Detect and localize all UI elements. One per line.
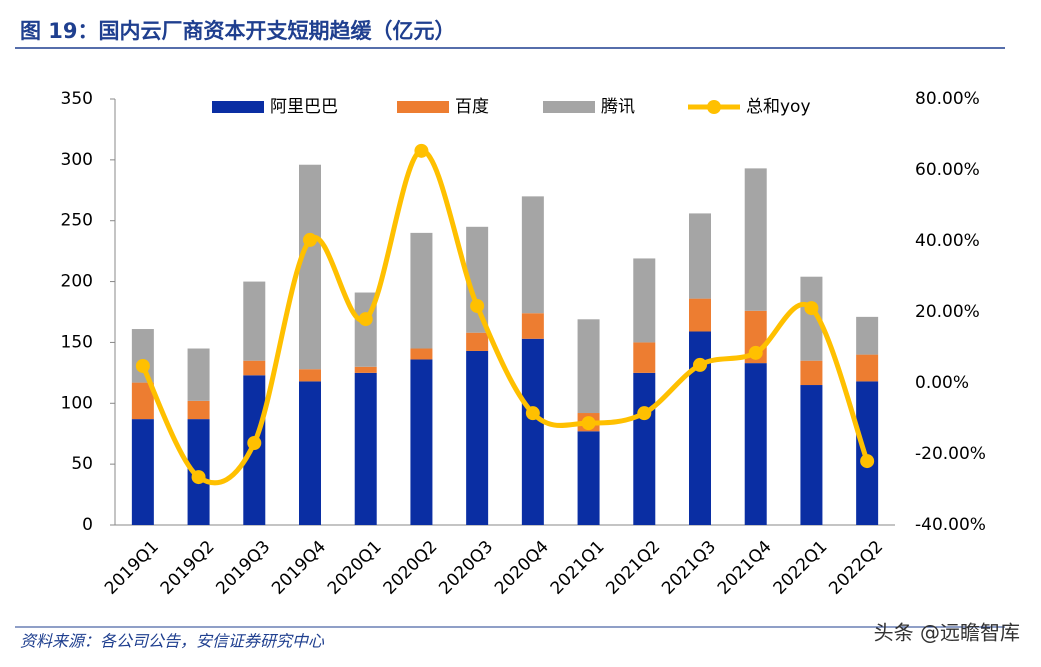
legend-swatch	[397, 101, 449, 113]
bar-segment	[800, 276, 823, 361]
bar-segment	[299, 164, 321, 370]
yoy-marker	[860, 454, 875, 469]
bar-segment	[131, 382, 154, 420]
source-note: 资料来源：各公司公告，安信证券研究中心	[20, 632, 325, 651]
bar-segment	[689, 213, 711, 299]
x-tick-label: 2020Q1	[324, 537, 386, 599]
bar-segment	[243, 360, 266, 376]
x-tick-label: 2019Q4	[268, 537, 330, 599]
x-tick-label: 2021Q2	[602, 537, 664, 599]
bar-segment	[633, 372, 656, 525]
x-tick-label: 2022Q1	[770, 537, 832, 599]
bar-segment	[689, 298, 711, 332]
yoy-marker	[525, 406, 540, 421]
y-tick-label: 0	[82, 515, 93, 535]
yoy-marker	[247, 435, 262, 450]
yoy-marker	[581, 416, 596, 431]
legend-label: 百度	[455, 97, 489, 117]
yoy-marker	[135, 358, 150, 373]
bar-segment	[689, 331, 711, 525]
legend-swatch	[543, 101, 595, 113]
bar-segment	[577, 431, 600, 525]
y-tick-label: 150	[61, 332, 93, 352]
yoy-marker	[693, 357, 707, 372]
chart-title: 图 19：国内云厂商资本开支短期趋缓（亿元）	[20, 19, 456, 43]
y2-tick-label: -40.00%	[915, 515, 986, 535]
bar-segment	[633, 258, 656, 343]
yoy-marker	[470, 298, 485, 313]
x-tick-label: 2021Q1	[547, 537, 609, 599]
y2-tick-label: 80.00%	[915, 89, 980, 109]
bar-segment	[187, 348, 210, 401]
x-tick-label: 2019Q1	[101, 537, 163, 599]
watermark: 头条 @远瞻智库	[874, 621, 1020, 645]
yoy-marker	[804, 301, 819, 316]
bar-segment	[633, 342, 656, 373]
x-tick-label: 2020Q3	[435, 537, 497, 599]
bar-segment	[243, 281, 266, 361]
bar-segment	[299, 369, 321, 382]
legend-label: 腾讯	[601, 97, 635, 117]
bar-segment	[410, 359, 433, 525]
y-tick-label: 350	[61, 89, 93, 109]
bar-segment	[354, 372, 377, 525]
y2-tick-label: 20.00%	[915, 302, 980, 322]
bar-segment	[856, 381, 879, 525]
x-tick-label: 2019Q2	[157, 537, 219, 599]
legend-swatch	[212, 101, 264, 113]
yoy-marker	[748, 345, 763, 360]
x-tick-label: 2022Q2	[825, 537, 887, 599]
y2-tick-label: -20.00%	[915, 444, 986, 464]
bar-segment	[410, 232, 433, 349]
bar-segment	[856, 354, 879, 382]
yoy-marker	[303, 232, 317, 247]
x-tick-label: 2020Q2	[380, 537, 442, 599]
y2-tick-label: 40.00%	[915, 231, 980, 251]
bar-segment	[800, 360, 823, 386]
y2-tick-label: 0.00%	[915, 373, 969, 393]
bar-segment	[466, 332, 489, 351]
bar-segment	[521, 196, 544, 314]
yoy-marker	[358, 312, 373, 327]
y-tick-label: 250	[61, 211, 93, 231]
bar-segment	[577, 319, 600, 414]
x-tick-label: 2020Q4	[491, 537, 553, 599]
x-tick-label: 2021Q3	[658, 537, 720, 599]
bar-segment	[466, 350, 489, 525]
legend-label: 总和yoy	[746, 97, 811, 117]
bar-segment	[521, 313, 544, 339]
bar-segment	[243, 375, 266, 525]
bar-segment	[354, 366, 377, 373]
bar-segment	[410, 348, 433, 360]
y-tick-label: 50	[71, 454, 93, 474]
yoy-marker	[637, 406, 652, 421]
bar-segment	[800, 385, 823, 525]
bar-segment	[187, 400, 210, 420]
x-tick-label: 2021Q4	[714, 537, 776, 599]
bar-segment	[744, 363, 767, 525]
y-tick-label: 200	[61, 272, 93, 292]
yoy-marker	[414, 143, 429, 158]
y-tick-label: 300	[61, 150, 93, 170]
legend-label: 阿里巴巴	[270, 97, 338, 117]
bar-segment	[299, 381, 321, 525]
legend-swatch	[707, 100, 721, 114]
bar-segment	[744, 168, 767, 311]
bar-segment	[131, 329, 154, 383]
bar-segment	[521, 338, 544, 525]
x-tick-label: 2019Q3	[212, 537, 274, 599]
yoy-marker	[191, 470, 206, 485]
bar-segment	[131, 419, 154, 525]
bar-segment	[856, 316, 879, 355]
y2-tick-label: 60.00%	[915, 160, 980, 180]
y-tick-label: 100	[61, 393, 93, 413]
